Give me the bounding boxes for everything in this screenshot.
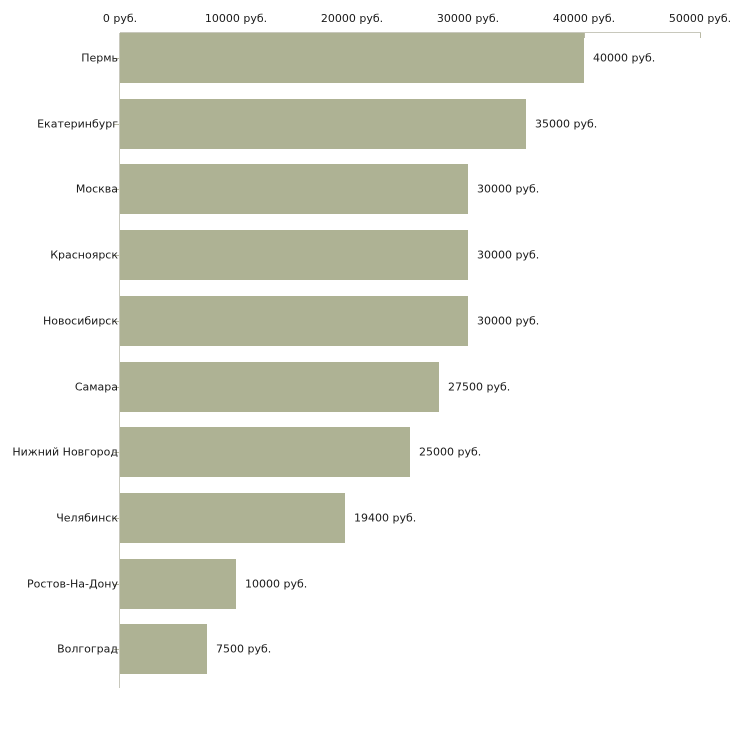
category-label: Нижний Новгород [12,445,118,459]
bar [120,624,207,674]
x-axis-tick-label: 30000 руб. [436,12,500,25]
y-axis-tick [114,189,119,190]
bar-value-label: 30000 руб. [477,314,540,328]
x-axis-tick-label: 20000 руб. [320,12,384,25]
category-label: Волгоград [57,642,118,656]
x-axis-tick-label: 50000 руб. [668,12,730,25]
bar [120,362,439,412]
bar [120,99,526,149]
x-axis-tick-label: 0 руб. [102,12,138,25]
x-axis-line [120,32,701,33]
bar-value-label: 35000 руб. [535,117,598,131]
bar [120,559,236,609]
category-label: Москва [75,182,118,196]
category-label: Челябинск [56,511,118,525]
bar-value-label: 25000 руб. [419,445,482,459]
y-axis-tick [114,518,119,519]
y-axis-tick [114,452,119,453]
y-axis-line [119,33,120,688]
y-axis-tick [114,124,119,125]
y-axis-tick [114,387,119,388]
y-axis-tick [114,58,119,59]
x-axis-tick [584,33,585,38]
category-label: Ростов-На-Дону [26,577,118,591]
category-label: Пермь [81,51,118,65]
category-label: Екатеринбург [37,117,118,131]
x-axis-tick-label: 10000 руб. [204,12,268,25]
y-axis-tick [114,321,119,322]
category-label: Самара [74,380,118,393]
bar-value-label: 19400 руб. [354,511,417,525]
bar-value-label: 7500 руб. [216,642,272,656]
category-label: Новосибирск [42,314,118,328]
x-axis-tick-label: 40000 руб. [552,12,616,25]
bar [120,33,584,83]
bar-value-label: 30000 руб. [477,248,540,262]
category-label: Красноярск [50,248,118,262]
y-axis-tick [114,649,119,650]
bar [120,230,468,280]
bar [120,164,468,214]
bar [120,427,410,477]
y-axis-tick [114,255,119,256]
bar-value-label: 10000 руб. [245,577,308,591]
bar-value-label: 30000 руб. [477,182,540,196]
bar-value-label: 27500 руб. [448,380,511,393]
y-axis-tick [114,584,119,585]
bar-value-label: 40000 руб. [593,51,656,65]
x-axis-tick [700,33,701,38]
bar [120,296,468,346]
bar [120,493,345,543]
